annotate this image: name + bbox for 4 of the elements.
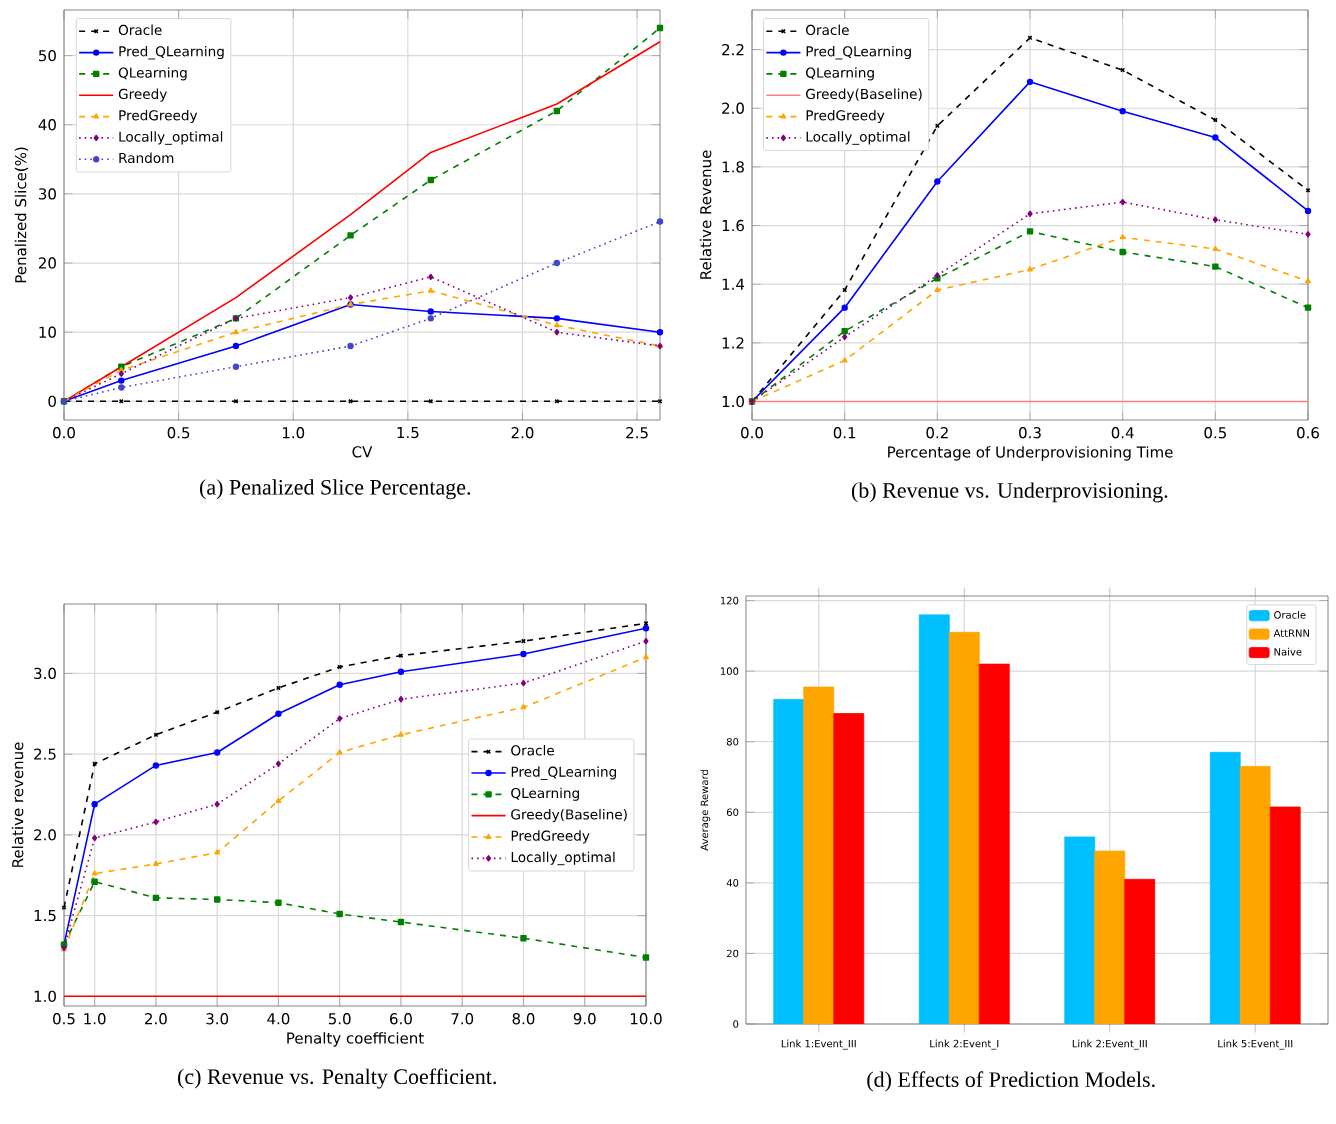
text: (c) Revenue vs. Penalty Coefficient. bbox=[178, 1068, 496, 1089]
text: (d) Effects of Prediction Models. bbox=[867, 1071, 1155, 1092]
text: (a) Penalized Slice Percentage. bbox=[200, 479, 471, 500]
text: (b) Revenue vs. Underprovisioning. bbox=[851, 482, 1168, 503]
